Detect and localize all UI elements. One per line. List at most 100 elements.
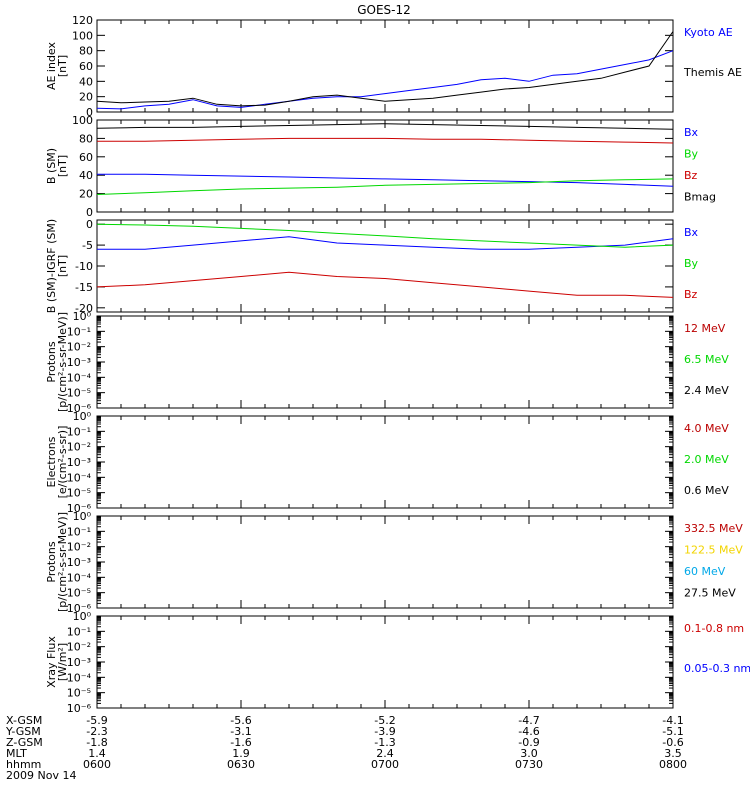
ytick-label-protons1: 10⁰ (73, 310, 92, 323)
ylabel-protons2: Protons (45, 541, 58, 582)
ytick-label-xray: 10⁻⁵ (67, 687, 91, 700)
series-line-ae-0 (96, 50, 674, 110)
legend-label-protons1-0: 12 MeV (684, 322, 726, 335)
ytick-label-ae: 40 (79, 75, 93, 88)
ytick-label-electrons: 10⁻⁵ (67, 487, 91, 500)
legend-label-ae-1: Themis AE (683, 66, 742, 79)
ytick-label-protons1: 10⁻⁵ (67, 387, 91, 400)
xaxis-value: -5.1 (662, 725, 683, 738)
ytick-label-electrons: 10⁻¹ (67, 425, 91, 438)
xaxis-value: 0630 (227, 758, 255, 771)
ylabel-protons1: [p/(cm²-s-sr-MeV)] (56, 312, 69, 412)
series-line-bresid-0 (97, 236, 674, 250)
ytick-label-electrons: 10⁻³ (67, 456, 91, 469)
legend-label-protons1-1: 6.5 MeV (684, 353, 729, 366)
xaxis-value: -0.9 (518, 736, 539, 749)
ytick-label-protons2: 10⁻³ (67, 556, 91, 569)
plot-date: 2009 Nov 14 (6, 769, 76, 782)
xaxis-row-label: hhmm (6, 758, 41, 771)
xaxis-value: 3.5 (664, 747, 682, 760)
ytick-label-bresid: -5 (82, 239, 93, 252)
ytick-label-protons1: 10⁻² (67, 341, 91, 354)
xaxis-value: -5.9 (86, 714, 107, 727)
xaxis-value: 0700 (371, 758, 399, 771)
ytick-label-protons1: 10⁻³ (67, 356, 91, 369)
ytick-label-bresid: -20 (75, 302, 93, 315)
ytick-label-protons2: 10⁻⁴ (67, 571, 92, 584)
xaxis-value: -4.1 (662, 714, 683, 727)
ytick-label-protons2: 10⁻¹ (67, 525, 91, 538)
legend-label-xray-0: 0.1-0.8 nm (684, 622, 744, 635)
ylabel-bresid: [nT] (56, 255, 69, 277)
legend-label-bsm-1: By (684, 148, 699, 161)
xaxis-value: 0800 (659, 758, 687, 771)
ytick-label-xray: 10⁻² (67, 641, 91, 654)
legend-label-electrons-0: 4.0 MeV (684, 422, 729, 435)
xaxis-value: -1.6 (230, 736, 251, 749)
xaxis-value: 1.4 (88, 747, 106, 760)
xaxis-value: 3.0 (520, 747, 538, 760)
xaxis-value: -1.8 (86, 736, 107, 749)
series-line-bresid-2 (96, 271, 674, 298)
xaxis-value: -3.9 (374, 725, 395, 738)
panel-frame-protons1 (96, 315, 674, 409)
ytick-label-ae: 60 (79, 60, 93, 73)
ytick-label-ae: 100 (72, 29, 93, 42)
panel-frame-xray (96, 615, 674, 709)
ytick-label-bsm: 20 (79, 188, 93, 201)
xaxis-value: -0.6 (662, 736, 683, 749)
xaxis-row-label: Z-GSM (6, 736, 43, 749)
xaxis-value: -5.2 (374, 714, 395, 727)
ylabel-bresid: B (SM)-IGRF (SM) (45, 219, 58, 313)
series-line-bsm-0 (97, 173, 674, 187)
xaxis-value: -2.3 (86, 725, 107, 738)
xaxis-value: -1.3 (374, 736, 395, 749)
ylabel-xray: Xray Flux (45, 636, 58, 688)
ytick-label-protons2: 10⁰ (73, 510, 92, 523)
ylabel-bsm: [nT] (56, 155, 69, 177)
legend-label-electrons-2: 0.6 MeV (684, 484, 729, 497)
xaxis-row-label: Y-GSM (5, 725, 41, 738)
legend-label-bsm-2: Bz (684, 169, 698, 182)
legend-label-electrons-1: 2.0 MeV (684, 453, 729, 466)
ylabel-protons2: [p/(cm²-s-sr-MeV)] (56, 512, 69, 612)
ytick-label-protons2: 10⁻⁵ (67, 587, 91, 600)
legend-label-ae-0: Kyoto AE (684, 26, 733, 39)
ytick-label-bresid: 0 (86, 218, 93, 231)
legend-label-protons2-0: 332.5 MeV (684, 522, 743, 535)
series-line-bresid-1 (96, 223, 674, 248)
xaxis-value: 0600 (83, 758, 111, 771)
ylabel-ae: [nT] (56, 55, 69, 77)
legend-label-bresid-1: By (684, 257, 699, 270)
ytick-label-protons2: 10⁻² (67, 541, 91, 554)
panel-frame-bsm (96, 119, 674, 213)
ytick-label-protons1: 10⁻⁶ (67, 402, 92, 415)
ylabel-electrons: Electrons (45, 436, 58, 487)
xaxis-value: -3.1 (230, 725, 251, 738)
ytick-label-xray: 10⁻⁴ (67, 671, 92, 684)
legend-label-protons2-2: 60 MeV (684, 565, 726, 578)
chart-title: GOES-12 (357, 3, 411, 17)
xaxis-value: 1.9 (232, 747, 250, 760)
ylabel-protons1: Protons (45, 341, 58, 382)
ylabel-electrons: [e/(cm²-s-sr)] (56, 426, 69, 499)
ytick-label-bsm: 100 (72, 114, 93, 127)
xaxis-row-label: X-GSM (6, 714, 42, 727)
panel-frame-ae (96, 19, 674, 113)
ylabel-bsm: B (SM) (45, 148, 58, 184)
ytick-label-ae: 0 (86, 106, 93, 119)
ytick-label-protons2: 10⁻⁶ (67, 602, 92, 615)
xaxis-value: 2.4 (376, 747, 394, 760)
ytick-label-bresid: -10 (75, 260, 93, 273)
series-line-ae-1 (96, 31, 674, 107)
series-line-bsm-3 (96, 123, 674, 130)
panel-frame-electrons (96, 415, 674, 509)
ytick-label-ae: 120 (72, 14, 93, 27)
ytick-label-ae: 20 (79, 91, 93, 104)
legend-label-bsm-3: Bmag (684, 191, 716, 204)
ytick-label-electrons: 10⁻⁴ (67, 471, 92, 484)
ytick-label-bresid: -15 (75, 281, 93, 294)
ytick-label-bsm: 40 (79, 169, 93, 182)
